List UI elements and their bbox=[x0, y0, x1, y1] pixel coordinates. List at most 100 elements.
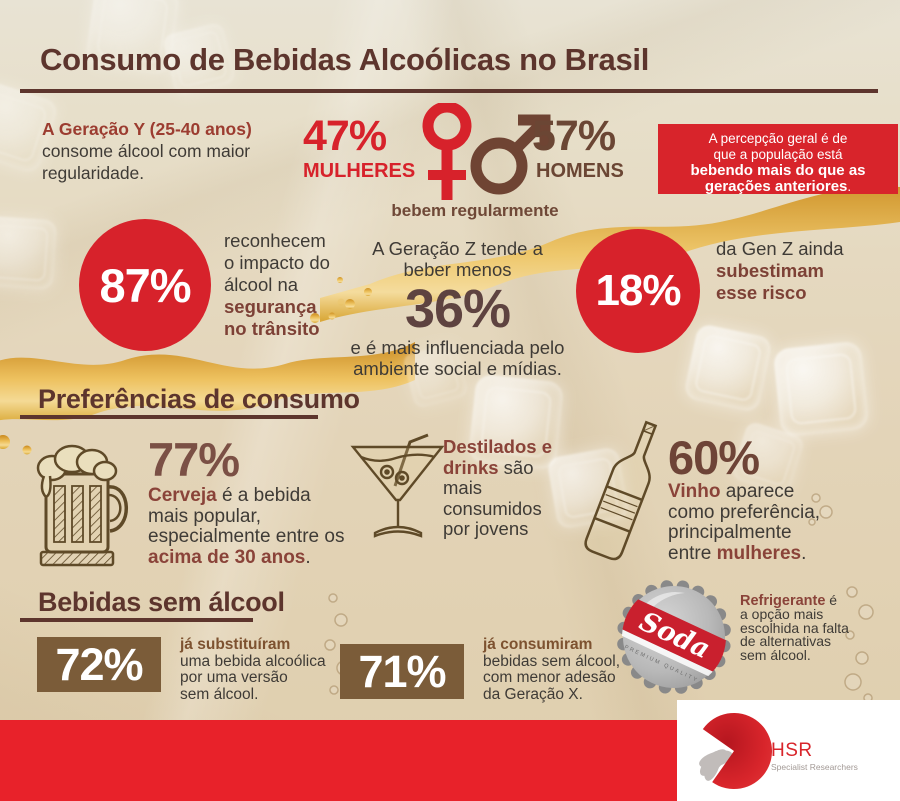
page-title: Consumo de Bebidas Alcoólicas no Brasil bbox=[40, 42, 650, 77]
soda-line: de alternativas bbox=[740, 633, 832, 650]
drinks-line: por jovens bbox=[443, 518, 529, 539]
footer-red-bar bbox=[0, 720, 677, 801]
stat-72-line: uma bebida alcoólica bbox=[180, 652, 326, 670]
wine-bold: Vinho bbox=[668, 481, 721, 502]
beer-percentage: 77% bbox=[148, 433, 240, 486]
beer-text: Cerveja é a bebida mais popular, especia… bbox=[148, 485, 345, 568]
intro-line: consome álcool com maior bbox=[42, 141, 251, 161]
gender-caption: bebem regularmente bbox=[391, 201, 559, 220]
stat-72-bold: já substituíram bbox=[180, 636, 291, 653]
stat-71-text: já consumiram bebidas sem álcool, com me… bbox=[483, 636, 620, 703]
preferences-underline bbox=[20, 415, 318, 419]
stat-87-bold-line: segurança bbox=[224, 296, 317, 317]
gen-z-line: A Geração Z tende a bbox=[372, 238, 543, 259]
non-alcoholic-underline bbox=[20, 618, 253, 622]
perception-line: que a população está bbox=[713, 147, 843, 162]
stat-87-line: álcool na bbox=[224, 274, 299, 295]
female-percentage: 47% bbox=[303, 112, 387, 160]
stat-71-value: 71% bbox=[358, 645, 446, 697]
wine-line: como preferência, bbox=[668, 501, 821, 523]
beer-line: é a bebida bbox=[216, 485, 311, 506]
stat-71-line: com menor adesão bbox=[483, 669, 616, 686]
stat-72-box: 72% bbox=[37, 637, 161, 692]
soda-cap-icon: Soda PREMIUM QUALITY bbox=[615, 580, 733, 694]
gen-z-line: e é mais influenciada pelo bbox=[350, 337, 565, 358]
stat-87-bold-line: no trânsito bbox=[224, 318, 320, 339]
stat-87-line: o impacto do bbox=[224, 252, 330, 273]
beer-line: especialmente entre os bbox=[148, 526, 345, 547]
preferences-heading: Preferências de consumo bbox=[38, 384, 360, 414]
ice-cube-decoration bbox=[0, 215, 58, 291]
male-label: HOMENS bbox=[536, 160, 624, 182]
soda-bold: Refrigerante bbox=[740, 593, 826, 609]
female-label: MULHERES bbox=[303, 160, 416, 182]
gen-z-line: beber menos bbox=[403, 259, 512, 280]
drinks-text: Destilados e drinks são mais consumidos … bbox=[443, 436, 552, 540]
perception-bold-line: bebendo mais do que as bbox=[690, 162, 866, 179]
title-divider bbox=[20, 89, 878, 93]
soda-line: sem álcool. bbox=[740, 646, 811, 663]
stat-18-circle: 18% bbox=[576, 229, 700, 353]
stat-87-text: reconhecem o impacto do álcool na segura… bbox=[224, 230, 330, 340]
stat-71-line: bebidas sem álcool, bbox=[483, 652, 620, 670]
gen-z-block: A Geração Z tende a beber menos 36% e é … bbox=[340, 238, 575, 379]
stat-18-bold-line: subestimam bbox=[716, 260, 824, 281]
wine-text: Vinho aparece como preferência, principa… bbox=[668, 481, 821, 564]
ice-cube-decoration bbox=[772, 340, 870, 438]
stat-72-line: sem álcool. bbox=[180, 685, 259, 703]
intro-bold-line: A Geração Y (25-40 anos) bbox=[42, 119, 252, 139]
soda-line: a opção mais bbox=[740, 606, 824, 623]
drinks-line: são bbox=[498, 456, 534, 478]
soda-line: escolhida na falta bbox=[740, 619, 849, 636]
female-icon bbox=[422, 103, 472, 200]
drinks-line: consumidos bbox=[443, 497, 542, 519]
stat-18-text: da Gen Z ainda subestimam esse risco bbox=[716, 238, 844, 304]
stat-72-line: por uma versão bbox=[180, 669, 288, 686]
wine-line: entre bbox=[668, 542, 717, 564]
stat-87-circle: 87% bbox=[79, 219, 211, 351]
stat-18-bold-line: esse risco bbox=[716, 282, 807, 303]
beer-bold: Cerveja bbox=[148, 485, 217, 506]
beer-bold: acima de 30 anos bbox=[148, 546, 306, 568]
stat-72-text: já substituíram uma bebida alcoólica por… bbox=[180, 636, 326, 703]
stat-71-bold: já consumiram bbox=[483, 636, 593, 653]
drinks-bold: drinks bbox=[443, 456, 499, 478]
gen-z-line: ambiente social e mídias. bbox=[353, 358, 562, 379]
martini-glass-icon bbox=[350, 433, 445, 538]
intro-line: regularidade. bbox=[42, 163, 145, 183]
perception-period: . bbox=[847, 179, 852, 194]
stat-87-line: reconhecem bbox=[224, 230, 326, 251]
wine-bottle-icon bbox=[584, 420, 658, 561]
beer-line: mais popular, bbox=[148, 505, 262, 527]
beer-mug-icon bbox=[36, 444, 128, 567]
wine-percentage: 60% bbox=[668, 431, 760, 484]
hsr-logo-subtext: Specialist Researchers bbox=[771, 762, 858, 772]
stat-71-line: da Geração X. bbox=[483, 685, 583, 703]
stat-18-line: da Gen Z ainda bbox=[716, 238, 844, 259]
intro-text: A Geração Y (25-40 anos) consome álcool … bbox=[42, 118, 252, 184]
gen-z-value: 36% bbox=[404, 279, 511, 339]
wine-period: . bbox=[801, 542, 807, 564]
non-alcoholic-heading: Bebidas sem álcool bbox=[38, 587, 285, 617]
wine-bold: mulheres bbox=[716, 542, 802, 564]
hsr-logo-icon bbox=[699, 712, 773, 790]
ice-cube-decoration bbox=[682, 322, 774, 414]
wine-line: aparece bbox=[720, 481, 795, 502]
stat-72-value: 72% bbox=[55, 638, 143, 690]
stat-71-box: 71% bbox=[340, 644, 464, 699]
perception-bold-line: gerações anteriores bbox=[704, 178, 848, 195]
stat-18-value: 18% bbox=[595, 266, 681, 315]
perception-line: A percepção geral é de bbox=[708, 131, 848, 146]
male-percentage: 57% bbox=[532, 112, 616, 160]
wine-line: principalmente bbox=[668, 522, 792, 543]
beer-period: . bbox=[305, 546, 311, 568]
soda-line: é bbox=[825, 592, 838, 608]
stat-87-value: 87% bbox=[99, 258, 191, 312]
perception-callout: A percepção geral é de que a população e… bbox=[658, 124, 898, 195]
drinks-bold: Destilados e bbox=[443, 436, 552, 457]
footer-logo-box: HSR Specialist Researchers bbox=[677, 700, 900, 801]
soda-text: Refrigerante é a opção mais escolhida na… bbox=[740, 592, 849, 663]
drinks-line: mais bbox=[443, 477, 483, 498]
hsr-logo-text: HSR bbox=[771, 740, 813, 761]
